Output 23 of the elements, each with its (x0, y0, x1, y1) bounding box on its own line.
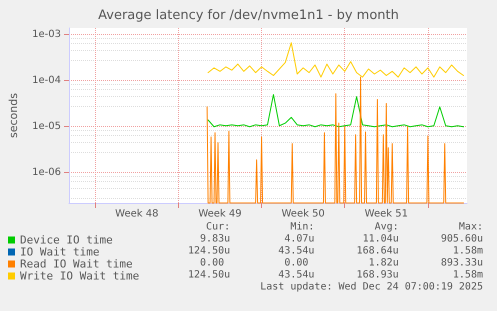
legend-label: Write IO Wait time (20, 270, 140, 282)
x-tick-label: Week 50 (281, 208, 325, 220)
y-tick-label: 1e-06 (32, 167, 61, 178)
x-tick-label: Week 48 (115, 208, 158, 220)
text: 124.50u 43.54u 168.64u 1.58m (188, 246, 483, 256)
y-tick-label: 1e-03 (32, 29, 61, 40)
text: 9.83u 4.07u 11.04u 905.60u (200, 234, 483, 244)
legend-label: Read IO Wait time (20, 258, 133, 270)
text: Last update: Wed Dec 24 07:00:19 2025 (260, 282, 483, 292)
line-series (206, 76, 464, 204)
y-axis-title: seconds (7, 92, 20, 138)
x-tick-label: Week 51 (364, 208, 408, 220)
legend-label: Device IO time (20, 234, 113, 246)
text: 124.50u 43.54u 168.93u 1.58m (188, 270, 483, 280)
x-tick-label: Week 49 (198, 208, 242, 220)
y-tick-label: 1e-05 (32, 121, 61, 132)
text: 0.00 0.00 1.82u 893.33u (200, 258, 483, 268)
legend-label: IO Wait time (20, 246, 100, 258)
text: Cur: Min: Avg: Max: (206, 222, 483, 232)
y-tick-label: 1e-04 (32, 75, 61, 86)
line-series (208, 94, 464, 128)
line-series (208, 42, 464, 78)
chart-title: Average latency for /dev/nvme1n1 - by month (98, 8, 399, 23)
